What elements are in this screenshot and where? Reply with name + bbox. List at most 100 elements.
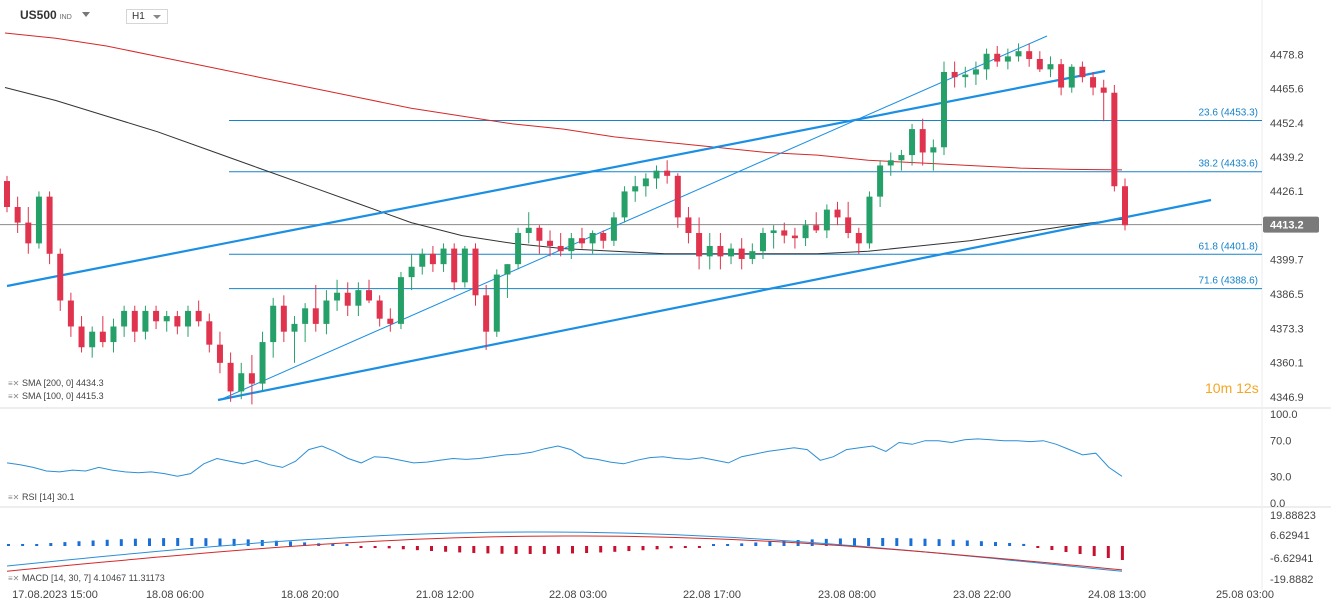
macd-histogram-bar: [726, 544, 730, 546]
macd-histogram-bar: [1064, 546, 1068, 552]
macd-histogram-bar: [246, 539, 250, 546]
candle-up: [1004, 56, 1011, 62]
time-tick-label: 21.08 12:00: [416, 589, 474, 601]
time-tick-label: 18.08 06:00: [146, 589, 204, 601]
rsi-tick-label: 70.0: [1270, 436, 1291, 448]
macd-histogram-bar: [712, 544, 715, 546]
macd-histogram-bar: [1036, 546, 1040, 548]
price-tick-label: 4465.6: [1270, 84, 1304, 96]
macd-histogram-bar: [627, 546, 631, 552]
candle-down: [387, 318, 394, 324]
candle-down: [227, 362, 234, 392]
candle-down: [557, 245, 564, 252]
candle-down: [536, 227, 543, 241]
candle-down: [1100, 87, 1107, 93]
candle-up: [898, 155, 905, 161]
legend-settings-icon[interactable]: ≡✕: [8, 392, 20, 401]
macd-tick-label: 19.88823: [1270, 510, 1316, 522]
macd-histogram-bar: [994, 542, 997, 546]
candle-down: [791, 235, 798, 239]
timeframe-select[interactable]: H1: [126, 9, 168, 24]
symbol-name[interactable]: US500 IND: [20, 8, 72, 22]
macd-signal-line: [6, 535, 1123, 572]
candle-down: [951, 71, 958, 78]
candle-up: [185, 310, 192, 327]
candle-down: [855, 232, 862, 244]
time-tick-label: 23.08 08:00: [818, 589, 876, 601]
candle-up: [887, 160, 894, 166]
candle-up: [525, 227, 532, 233]
macd-histogram-bar: [21, 544, 25, 546]
fib-level-label: 38.2 (4433.6): [1199, 159, 1259, 170]
legend-settings-icon[interactable]: ≡✕: [8, 574, 20, 583]
candle-up: [355, 290, 362, 306]
macd-histogram-bar: [641, 546, 645, 551]
candle-down: [1079, 66, 1086, 78]
candle-down: [696, 232, 703, 257]
macd-histogram-bar: [599, 546, 603, 553]
macd-histogram-bar: [556, 546, 560, 554]
price-tick-label: 4373.3: [1270, 323, 1304, 335]
candle-up: [972, 69, 979, 75]
macd-histogram-bar: [91, 540, 95, 546]
sma100-value: 4415.3: [76, 391, 104, 401]
macd-histogram-bar: [669, 546, 673, 549]
candle-down: [483, 295, 490, 332]
candle-down: [1122, 186, 1128, 226]
candle-up: [962, 74, 969, 78]
macd-histogram-bar: [853, 538, 856, 546]
candle-up: [142, 310, 149, 332]
legend-sma200[interactable]: ≡✕ SMA [200, 0] 4434.3: [8, 378, 104, 388]
candle-down: [376, 300, 383, 319]
candle-down: [600, 232, 607, 241]
sma100-label: SMA [100, 0]: [22, 391, 74, 401]
candle-down: [366, 290, 373, 301]
candle-down: [248, 373, 255, 384]
macd-value: 4.10467: [93, 573, 127, 583]
candle-up: [1047, 64, 1054, 70]
legend-macd[interactable]: ≡✕ MACD [14, 30, 7] 4.10467 11.31173: [8, 573, 165, 583]
macd-histogram-bar: [274, 540, 278, 546]
rsi-value: 30.1: [57, 492, 75, 502]
sma200-label: SMA [200, 0]: [22, 378, 74, 388]
legend-settings-icon[interactable]: ≡✕: [8, 493, 20, 502]
candle-down: [46, 196, 53, 254]
candle-down: [4, 181, 10, 208]
candle-up: [419, 253, 426, 267]
legend-sma100[interactable]: ≡✕ SMA [100, 0] 4415.3: [8, 391, 104, 401]
rsi-line: [6, 438, 1123, 477]
macd-histogram-bar: [867, 538, 871, 546]
candle-down: [781, 230, 788, 236]
rsi-tick-label: 0.0: [1270, 498, 1285, 510]
macd-histogram-bar: [514, 546, 518, 554]
candle-down: [1036, 58, 1043, 70]
candle-up: [1015, 51, 1022, 57]
candle-up: [706, 245, 713, 257]
candle-up: [802, 225, 809, 239]
candle-down: [451, 248, 458, 283]
legend-rsi[interactable]: ≡✕ RSI [14] 30.1: [8, 492, 75, 502]
candle-down: [195, 310, 202, 322]
sma200-line: [4, 32, 1123, 171]
symbol-dropdown-icon[interactable]: [82, 12, 90, 17]
price-tick-label: 4360.1: [1270, 358, 1304, 370]
chevron-down-icon: [153, 15, 161, 19]
macd-histogram-bar: [740, 543, 744, 546]
candle-up: [823, 209, 830, 231]
trendline-lower: [217, 198, 1212, 402]
legend-settings-icon[interactable]: ≡✕: [8, 379, 20, 388]
rsi-tick-label: 30.0: [1270, 471, 1291, 483]
candle-up: [440, 248, 447, 265]
symbol-type: IND: [59, 14, 72, 21]
candle-down: [14, 207, 21, 223]
macd-histogram-bar: [965, 540, 969, 546]
trendline-upper: [6, 69, 1106, 288]
macd-histogram-bar: [1106, 546, 1110, 558]
candle-up: [930, 147, 937, 153]
candle-up: [270, 305, 277, 343]
price-tick-label: 4478.8: [1270, 49, 1304, 61]
macd-histogram-bar: [500, 546, 504, 554]
candle-down: [1111, 92, 1118, 187]
macd-histogram-bar: [782, 540, 786, 546]
